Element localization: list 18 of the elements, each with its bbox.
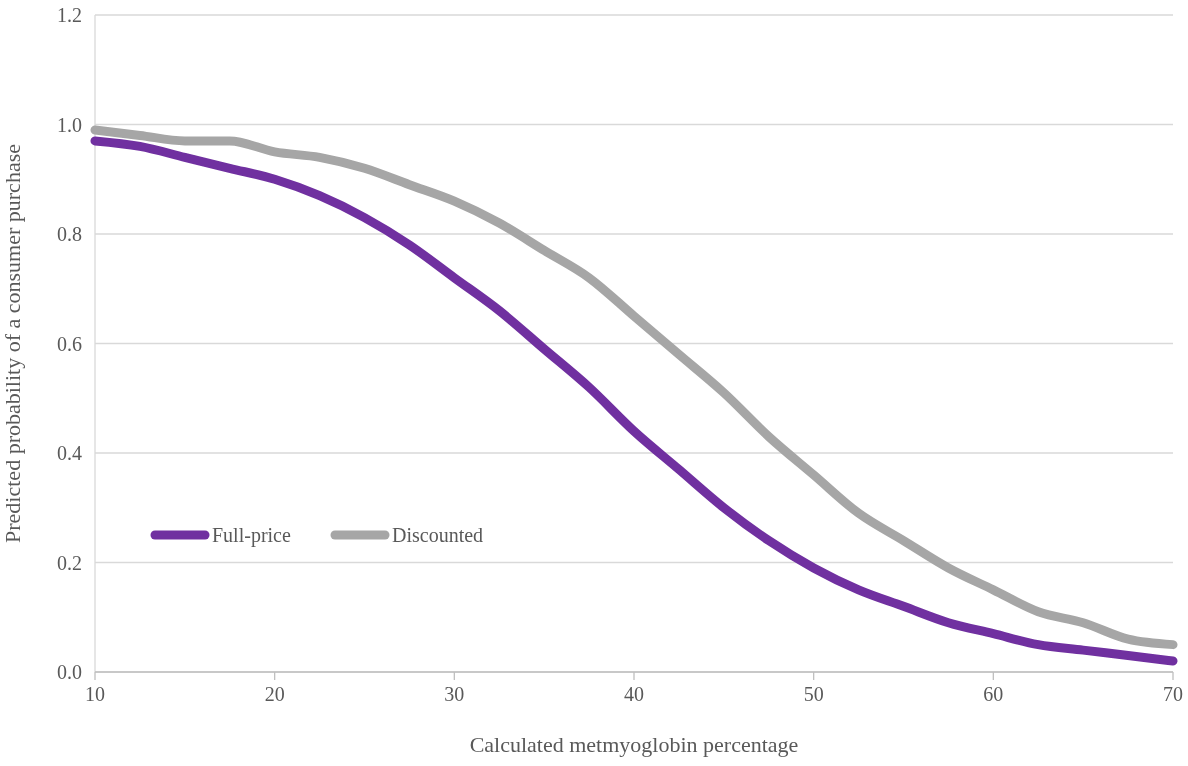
y-axis-title: Predicted probability of a consumer purchase [0, 144, 25, 543]
x-tick-label: 40 [624, 683, 644, 705]
y-tick-label: 0.0 [57, 661, 82, 683]
x-tick-label: 20 [264, 683, 285, 705]
y-tick-label: 0.8 [57, 223, 82, 245]
x-tick-label: 70 [1163, 683, 1183, 705]
y-tick-label: 0.6 [57, 332, 82, 355]
y-tick-label: 0.4 [57, 442, 82, 464]
x-tick-label: 50 [803, 683, 824, 705]
x-tick-label: 60 [983, 683, 1004, 705]
x-axis-title: Calculated metmyoglobin percentage [469, 732, 799, 757]
legend-label: Discounted [392, 524, 484, 546]
legend-label: Full-price [212, 524, 291, 547]
x-tick-label: 30 [444, 683, 465, 705]
y-tick-label: 1.2 [57, 4, 82, 26]
x-tick-label: 10 [85, 683, 105, 705]
y-tick-label: 1.0 [57, 113, 82, 136]
y-tick-label: 0.2 [57, 551, 82, 574]
